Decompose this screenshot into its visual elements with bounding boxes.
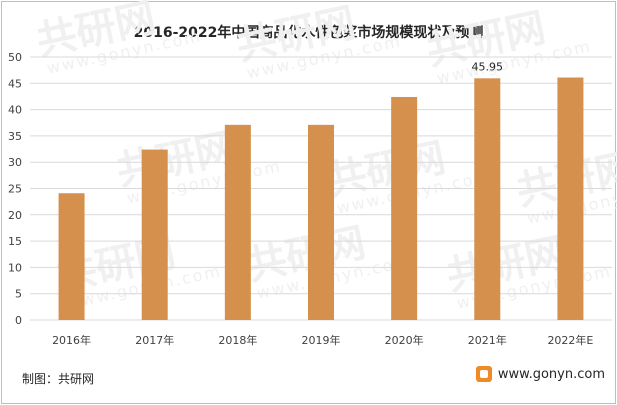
- bars: [58, 77, 584, 320]
- gonyn-logo-icon: [475, 366, 492, 382]
- y-tick-label: 45: [8, 77, 22, 90]
- source-note: 制图：共研网: [22, 372, 95, 386]
- y-tick-label: 25: [8, 183, 22, 196]
- data-labels: 45.95: [472, 60, 504, 73]
- x-tick-label: 2018年: [218, 333, 257, 347]
- bar: [58, 193, 85, 320]
- y-tick-label: 50: [8, 51, 22, 64]
- x-tick-label: 2022年E: [547, 333, 593, 347]
- brand: www.gonyn.com: [475, 366, 605, 382]
- y-tick-label: 5: [15, 288, 22, 301]
- x-tick-label: 2016年: [52, 333, 91, 347]
- y-tick-label: 20: [8, 209, 22, 222]
- y-axis-ticks: 0 5 10 15 20 25 30 35 40 45 50: [8, 51, 22, 327]
- bar: [224, 124, 251, 320]
- data-label: 45.95: [472, 60, 504, 73]
- y-tick-label: 35: [8, 130, 22, 143]
- x-axis-labels: 2016年 2017年 2018年 2019年 2020年 2021年 2022年E: [52, 333, 593, 347]
- y-tick-label: 15: [8, 235, 22, 248]
- chart-title: 2016-2022年中国商品化水性色浆市场规模现状及预测: [133, 25, 484, 41]
- bar: [141, 149, 168, 320]
- y-tick-label: 0: [15, 314, 22, 327]
- x-tick-label: 2017年: [135, 333, 174, 347]
- x-tick-label: 2020年: [385, 333, 424, 347]
- y-tick-label: 40: [8, 104, 22, 117]
- bar: [474, 78, 501, 320]
- bar: [391, 96, 418, 320]
- x-tick-label: 2019年: [302, 333, 341, 347]
- bar: [557, 77, 584, 320]
- x-tick-label: 2021年: [468, 333, 507, 347]
- y-tick-label: 10: [8, 261, 22, 274]
- website-url: www.gonyn.com: [497, 366, 605, 382]
- bar: [308, 124, 334, 320]
- y-tick-label: 30: [8, 156, 22, 169]
